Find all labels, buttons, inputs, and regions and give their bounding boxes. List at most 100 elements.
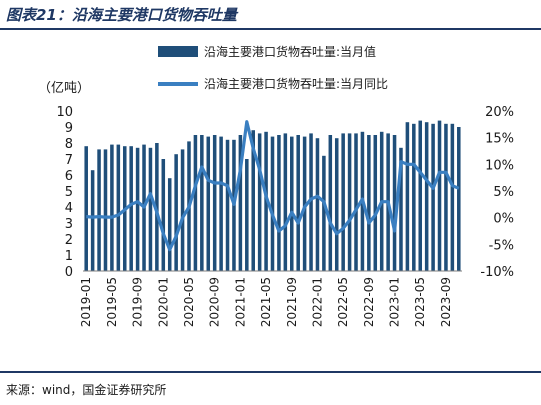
- bar: [225, 139, 230, 271]
- legend-bar-label: 沿海主要港口货物吞吐量:当月值: [204, 44, 376, 59]
- bar: [238, 135, 243, 271]
- bar: [84, 146, 88, 271]
- bar: [437, 120, 442, 271]
- y-right-tick-label: 15%: [485, 132, 514, 147]
- x-tick-label: 2021-05: [259, 277, 273, 327]
- x-tick-label: 2021-01: [233, 277, 247, 327]
- bar: [450, 123, 455, 271]
- bar: [251, 130, 255, 271]
- y-right-tick-label: 20%: [485, 105, 514, 120]
- title-divider: [0, 28, 541, 30]
- y-right-tick-labels: -10% -5% 0% 5% 10% 15% 20%: [480, 105, 514, 280]
- bar: [444, 123, 448, 271]
- y-left-tick-label: 10: [56, 105, 73, 120]
- bar: [399, 147, 403, 271]
- bar: [116, 144, 121, 271]
- bar: [334, 138, 339, 271]
- y-left-tick-label: 7: [65, 153, 73, 168]
- y-right-tick-label: -5%: [489, 238, 514, 253]
- x-tick-label: 2023-01: [388, 277, 402, 327]
- x-tick-label: 2022-05: [336, 277, 350, 327]
- y-left-tick-label: 4: [65, 201, 73, 216]
- bar: [193, 135, 198, 271]
- figure-title: 图表21：沿海主要港口货物吞吐量: [6, 6, 237, 24]
- x-tick-label: 2019-05: [105, 277, 119, 327]
- y-left-tick-label: 3: [65, 217, 73, 232]
- y-right-tick-label: -10%: [480, 265, 514, 280]
- bar: [412, 123, 416, 271]
- bar: [283, 133, 288, 271]
- x-tick-label: 2019-09: [131, 277, 145, 327]
- bar: [167, 178, 172, 271]
- bar: [302, 136, 307, 271]
- bar: [373, 135, 378, 271]
- bar: [354, 133, 358, 271]
- x-tick-label: 2019-01: [79, 277, 93, 327]
- bar: [264, 131, 268, 271]
- bar: [212, 135, 217, 271]
- bar: [245, 159, 249, 271]
- bar: [97, 149, 101, 271]
- bar: [277, 135, 281, 271]
- bar: [174, 154, 178, 271]
- x-tick-label: 2022-01: [310, 277, 324, 327]
- bar: [322, 155, 326, 271]
- x-tick-label: 2022-09: [362, 277, 376, 327]
- bar: [367, 135, 371, 271]
- bar: [309, 133, 313, 271]
- footer-divider: [0, 371, 541, 373]
- y-left-tick-label: 8: [65, 137, 73, 152]
- bar: [328, 135, 333, 271]
- x-tick-label: 2020-09: [208, 277, 222, 327]
- bar: [200, 135, 204, 271]
- bar: [270, 136, 275, 271]
- bar: [392, 135, 397, 271]
- y-left-tick-label: 9: [65, 121, 73, 136]
- bar-series: [84, 120, 461, 271]
- bar: [110, 144, 114, 271]
- y-left-tick-label: 1: [65, 249, 73, 264]
- bar: [129, 146, 133, 271]
- y-left-tick-label: 2: [65, 233, 73, 248]
- bar: [431, 123, 435, 271]
- bar: [405, 122, 410, 271]
- bar: [90, 170, 95, 271]
- bar: [103, 149, 108, 271]
- bar: [315, 138, 320, 271]
- x-tick-labels: 2019-01 2019-05 2019-09 2020-01 2020-05 2020-…: [79, 277, 453, 327]
- y-right-tick-label: 0%: [493, 212, 514, 227]
- legend-bar-swatch: [158, 46, 198, 57]
- y-left-tick-label: 0: [65, 265, 73, 280]
- bar: [290, 136, 294, 271]
- x-tick-label: 2023-05: [413, 277, 427, 327]
- source-note: 来源：wind，国金证券研究所: [6, 383, 167, 397]
- y-left-tick-label: 6: [65, 169, 73, 184]
- bar: [155, 143, 159, 271]
- bar: [457, 127, 461, 271]
- bar: [296, 135, 300, 271]
- bar: [148, 147, 153, 271]
- bar: [206, 136, 211, 271]
- bar: [257, 133, 262, 271]
- x-tick-label: 2020-05: [182, 277, 196, 327]
- y-right-tick-label: 5%: [493, 185, 514, 200]
- legend-line-label: 沿海主要港口货物吞吐量:当月同比: [204, 76, 388, 91]
- bar: [424, 122, 429, 271]
- y-left-tick-label: 5: [65, 185, 73, 200]
- bar: [341, 133, 345, 271]
- x-tick-label: 2023-09: [439, 277, 453, 327]
- bar: [347, 133, 352, 271]
- yoy-line-series: [86, 120, 460, 252]
- x-tick-label: 2020-01: [156, 277, 170, 327]
- y-right-tick-label: 10%: [485, 158, 514, 173]
- y-axis-unit-label: （亿吨）: [38, 81, 90, 96]
- bar: [219, 136, 223, 271]
- bar: [418, 120, 423, 271]
- bar: [135, 147, 140, 271]
- bar: [180, 149, 185, 271]
- x-tick-label: 2021-09: [285, 277, 299, 327]
- bar: [161, 159, 166, 271]
